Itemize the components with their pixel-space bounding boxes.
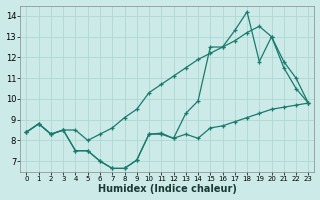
X-axis label: Humidex (Indice chaleur): Humidex (Indice chaleur) bbox=[98, 184, 237, 194]
